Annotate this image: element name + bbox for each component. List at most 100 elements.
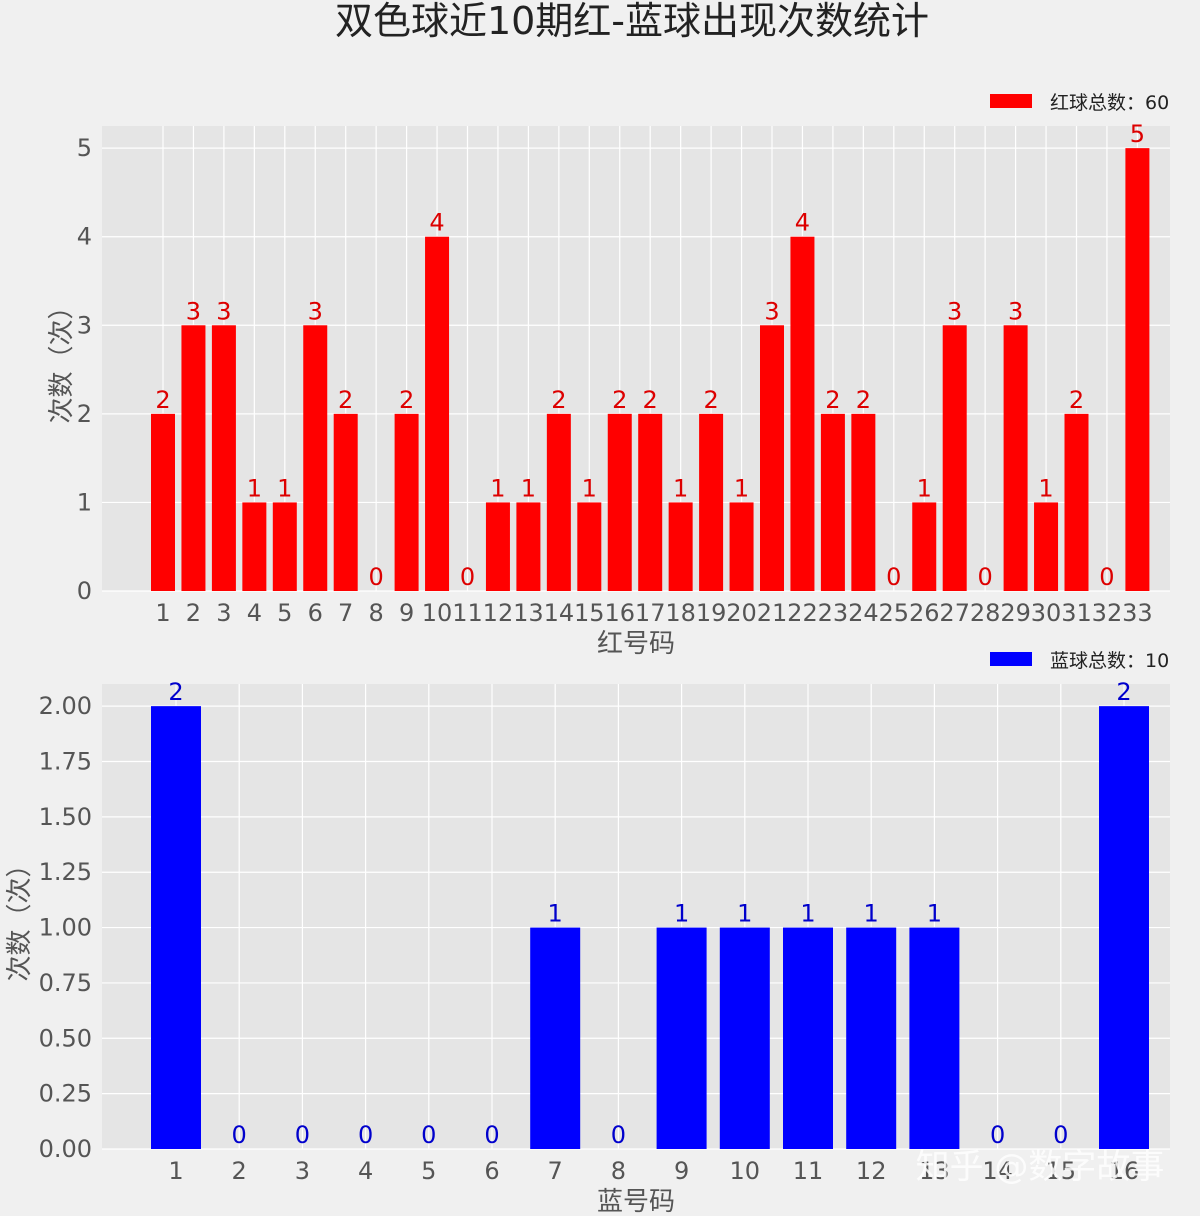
x-tick-label: 11 — [452, 599, 483, 627]
chart-title: 双色球近10期红-蓝球出现次数统计 — [335, 0, 929, 43]
x-tick-label: 2 — [232, 1157, 247, 1185]
x-tick-label: 10 — [730, 1157, 761, 1185]
y-tick-label: 0.00 — [39, 1135, 92, 1163]
y-axis-label: 次数（次） — [47, 293, 77, 423]
x-tick-label: 24 — [848, 599, 879, 627]
y-tick-label: 1.00 — [39, 914, 92, 942]
bar — [1099, 706, 1149, 1149]
x-tick-label: 16 — [1109, 1157, 1140, 1185]
bar-value-label: 2 — [1116, 678, 1131, 706]
plot-area — [102, 684, 1170, 1149]
legend-swatch — [990, 652, 1032, 666]
bar-value-label: 3 — [216, 297, 231, 325]
bar — [607, 413, 632, 591]
x-tick-label: 16 — [604, 599, 635, 627]
x-tick-label: 5 — [277, 599, 292, 627]
bar — [668, 502, 693, 591]
legend-swatch — [990, 94, 1032, 108]
bar-value-label: 1 — [1038, 474, 1053, 502]
x-tick-label: 33 — [1122, 599, 1153, 627]
y-tick-label: 0 — [77, 577, 92, 605]
legend-label: 红球总数：60 — [1050, 92, 1169, 114]
bar — [760, 325, 784, 591]
x-axis-label: 蓝号码 — [597, 1187, 675, 1216]
x-tick-label: 23 — [818, 599, 849, 627]
y-tick-label: 1.50 — [39, 803, 92, 831]
x-tick-label: 12 — [483, 599, 514, 627]
bar-value-label: 3 — [1008, 297, 1023, 325]
x-tick-label: 18 — [665, 599, 696, 627]
x-tick-label: 6 — [308, 599, 323, 627]
bar-value-label: 1 — [800, 900, 815, 928]
y-tick-label: 1 — [77, 488, 92, 516]
x-tick-label: 32 — [1092, 599, 1123, 627]
x-tick-label: 28 — [970, 599, 1001, 627]
x-tick-label: 13 — [919, 1157, 950, 1185]
bar-value-label: 3 — [308, 297, 323, 325]
x-tick-label: 21 — [757, 599, 788, 627]
x-tick-label: 12 — [856, 1157, 887, 1185]
bar-value-label: 1 — [737, 900, 752, 928]
bar-value-label: 1 — [582, 474, 597, 502]
bar — [942, 325, 967, 591]
x-tick-label: 6 — [484, 1157, 499, 1185]
bar-value-label: 4 — [795, 209, 810, 237]
bar — [719, 927, 770, 1149]
bar-value-label: 0 — [886, 563, 901, 591]
bar-value-label: 2 — [1069, 386, 1084, 414]
bar-value-label: 2 — [551, 386, 566, 414]
bar-value-label: 0 — [358, 1121, 373, 1149]
bar-value-label: 1 — [277, 474, 292, 502]
bar-value-label: 2 — [643, 386, 658, 414]
y-tick-label: 5 — [77, 134, 92, 162]
bar — [909, 927, 960, 1149]
bar-value-label: 2 — [856, 386, 871, 414]
bar-value-label: 1 — [521, 474, 536, 502]
y-tick-label: 0.50 — [39, 1024, 92, 1052]
bar-value-label: 0 — [295, 1121, 310, 1149]
bar — [656, 927, 707, 1149]
bar-value-label: 0 — [421, 1121, 436, 1149]
x-tick-label: 14 — [982, 1157, 1013, 1185]
bar-value-label: 3 — [947, 297, 962, 325]
x-tick-label: 13 — [513, 599, 544, 627]
bar-value-label: 5 — [1130, 120, 1145, 148]
x-tick-label: 31 — [1061, 599, 1092, 627]
bar — [333, 413, 358, 591]
bar-value-label: 1 — [490, 474, 505, 502]
red-ball-subplot: 1 2 3 4 5 6 7 8 9 10 11 12 13 14 15 16 17 18 19 20 21 22 23 24 2… — [47, 92, 1170, 659]
bar — [151, 706, 201, 1149]
legend-label: 蓝球总数：10 — [1050, 650, 1169, 672]
y-tick-label: 3 — [77, 311, 92, 339]
bar — [820, 413, 845, 591]
y-tick-label: 1.75 — [39, 748, 92, 776]
x-tick-label: 2 — [186, 599, 201, 627]
blue-ball-subplot: 1 2 3 4 5 6 7 8 9 10 11 12 13 14 15 160.000.250.500.751… — [5, 650, 1170, 1216]
bar-value-label: 1 — [917, 474, 932, 502]
bar-value-label: 1 — [674, 900, 689, 928]
bar — [577, 502, 602, 591]
x-tick-label: 7 — [338, 599, 353, 627]
x-tick-label: 27 — [939, 599, 970, 627]
bar-value-label: 2 — [155, 386, 170, 414]
bar — [394, 413, 419, 591]
x-tick-label: 10 — [422, 599, 453, 627]
bar — [516, 502, 541, 591]
x-tick-label: 1 — [155, 599, 170, 627]
bar-value-label: 2 — [168, 678, 183, 706]
bar — [425, 236, 450, 591]
bar-value-label: 0 — [990, 1121, 1005, 1149]
bar-value-label: 3 — [186, 297, 201, 325]
bar — [699, 413, 724, 591]
x-axis-label: 红号码 — [597, 629, 675, 659]
bar — [485, 502, 510, 591]
x-tick-label: 4 — [247, 599, 262, 627]
y-axis-label: 次数（次） — [5, 851, 35, 981]
bar — [912, 502, 937, 591]
bar — [211, 325, 236, 591]
bar — [151, 413, 175, 591]
x-tick-label: 19 — [696, 599, 727, 627]
bar — [181, 325, 206, 591]
bar — [729, 502, 754, 591]
